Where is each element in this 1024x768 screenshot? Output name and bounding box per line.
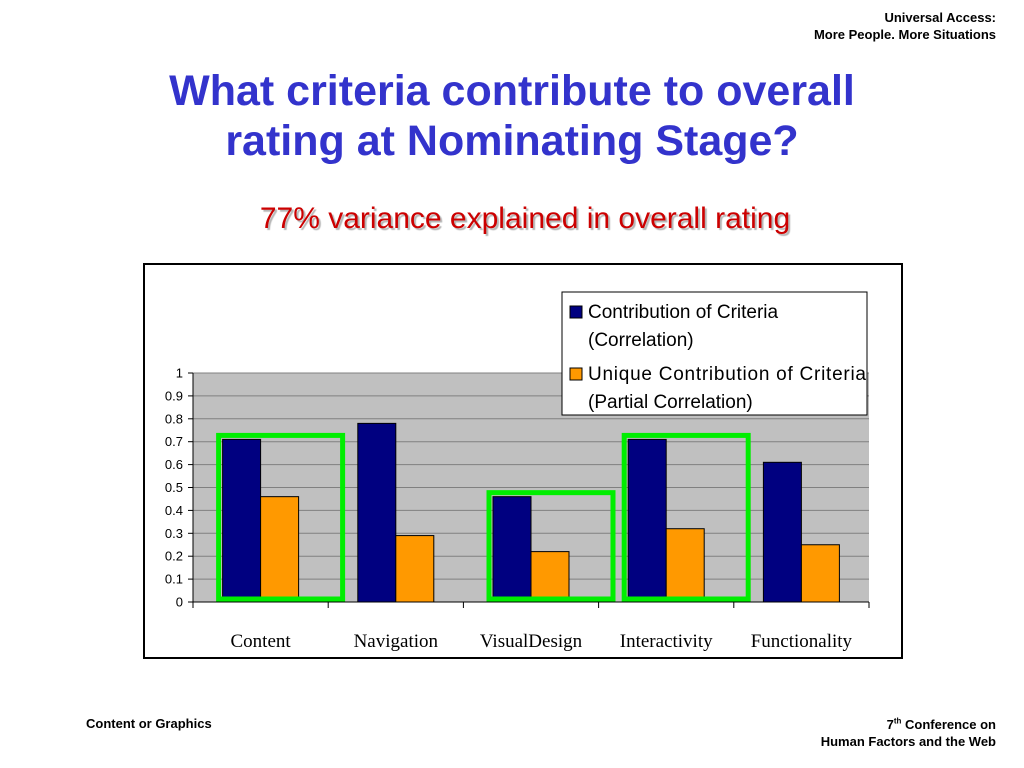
- footer-conference-line-1: Conference on: [901, 717, 996, 732]
- legend-label: Unique Contribution of Criteria: [588, 364, 866, 385]
- highlight-box-visualdesign: [486, 490, 616, 602]
- legend-box: [561, 291, 868, 416]
- x-category-label: Navigation: [354, 631, 439, 652]
- bar-partial-correlation-content: [260, 496, 300, 603]
- bar-partial-correlation-navigation: [395, 535, 435, 603]
- slide-subtitle: 77% variance explained in overall rating: [259, 202, 791, 235]
- y-tick-label: 0.9: [165, 388, 183, 403]
- bar-partial-correlation-functionality: [800, 544, 840, 603]
- legend-label: (Correlation): [588, 330, 694, 351]
- bar-chart: 0 0.1 0.2 0.3 0.4 0.5 0.6 0.7 0.8 0.9 1 Content Navi…: [165, 291, 870, 652]
- y-tick-label: 0.3: [165, 526, 183, 541]
- slide-title-line-2: rating at Nominating Stage?: [225, 117, 799, 165]
- x-category-label: Content: [231, 631, 292, 652]
- footer-section-label: Content or Graphics: [86, 716, 212, 731]
- y-tick-label: 0.7: [165, 434, 183, 449]
- slide-title-line-1: What criteria contribute to overall: [169, 67, 855, 115]
- conference-tagline: Universal Access: More People. More Situ…: [814, 9, 996, 43]
- slide-title: What criteria contribute to overall rati…: [0, 66, 1024, 166]
- bar-correlation-visualdesign: [492, 496, 532, 603]
- y-tick-label: 0: [176, 595, 183, 610]
- bar-chart-frame: 0 0.1 0.2 0.3 0.4 0.5 0.6 0.7 0.8 0.9 1 Content Navi…: [143, 263, 903, 659]
- legend-label: Contribution of Criteria: [588, 302, 779, 323]
- y-tick-label: 0.4: [165, 503, 183, 518]
- footer-conference-number: 7: [886, 717, 894, 732]
- legend-label: (Partial Correlation): [588, 392, 753, 413]
- y-tick-label: 1: [176, 366, 183, 381]
- footer-conference-ordinal: th: [893, 716, 902, 726]
- y-tick-label: 0.5: [165, 480, 183, 495]
- highlight-box-interactivity: [621, 432, 751, 602]
- legend-swatch-partial-correlation: [569, 367, 583, 381]
- y-tick-label: 0.1: [165, 572, 183, 587]
- tagline-line-1: Universal Access:: [884, 10, 996, 25]
- y-tick-label: 0.8: [165, 411, 183, 426]
- x-category-label: Interactivity: [620, 631, 713, 652]
- footer-conference-line-2: Human Factors and the Web: [820, 734, 996, 749]
- x-category-label: Functionality: [751, 631, 853, 652]
- bar-correlation-content: [222, 438, 262, 603]
- x-category-label: VisualDesign: [480, 631, 583, 652]
- legend-swatch-correlation: [569, 305, 583, 319]
- tagline-line-2: More People. More Situations: [813, 27, 996, 42]
- bar-partial-correlation-interactivity: [665, 528, 705, 603]
- y-tick-label: 0.6: [165, 457, 183, 472]
- y-tick-label: 0.2: [165, 549, 183, 564]
- bar-correlation-interactivity: [627, 438, 667, 603]
- highlight-box-content: [216, 432, 346, 602]
- bar-partial-correlation-visualdesign: [530, 551, 570, 603]
- bar-correlation-functionality: [762, 461, 802, 603]
- footer-conference: 7th Conference on Human Factors and the …: [821, 716, 996, 750]
- bar-correlation-navigation: [357, 422, 397, 603]
